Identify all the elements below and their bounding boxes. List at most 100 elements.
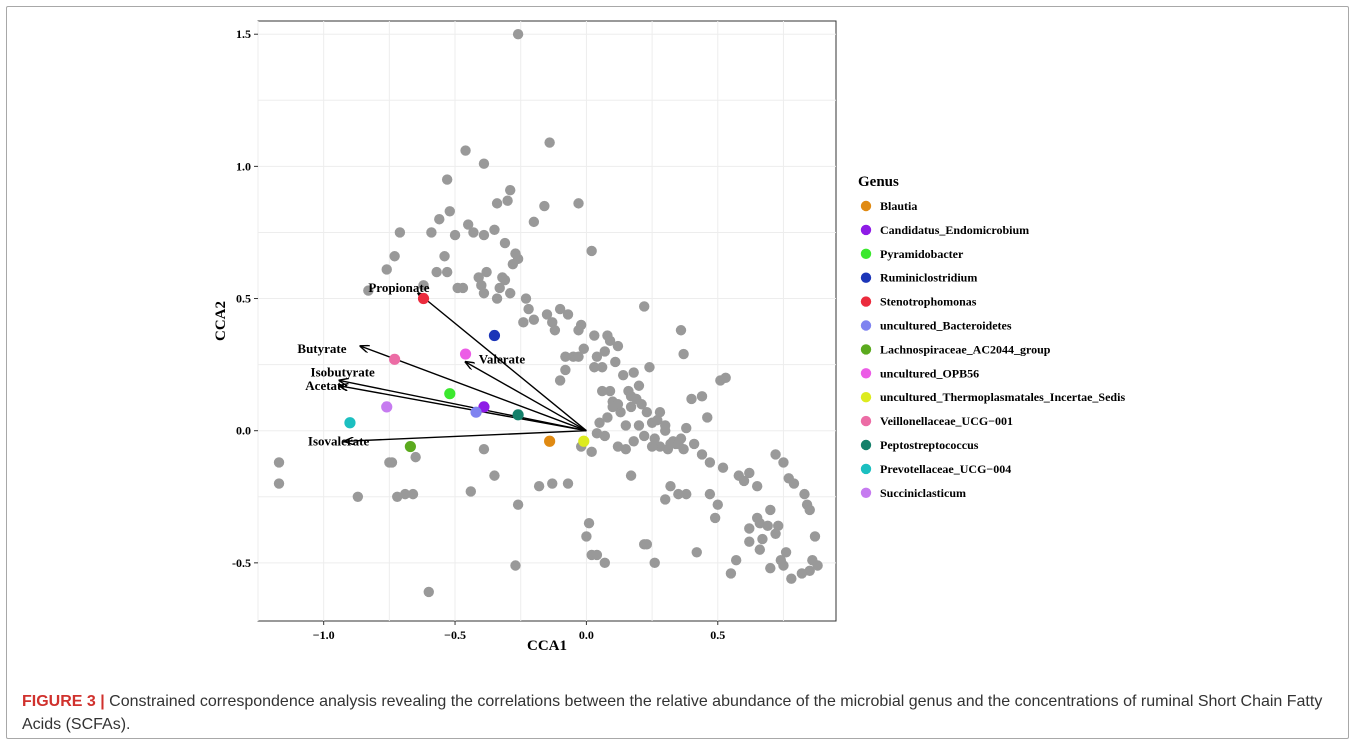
- sample-point: [696, 449, 708, 460]
- x-tick-label: −1.0: [313, 628, 335, 642]
- sample-point: [610, 356, 621, 368]
- sample-point: [473, 272, 484, 283]
- sample-point: [460, 145, 471, 156]
- genus-point: [578, 435, 590, 447]
- sample-point: [641, 406, 653, 418]
- sample-point: [560, 364, 571, 376]
- sample-point: [681, 488, 692, 500]
- vector-label: Isobutyrate: [311, 365, 376, 380]
- sample-point: [625, 470, 637, 481]
- sample-point: [384, 457, 395, 468]
- vector-label: Butyrate: [297, 341, 346, 356]
- sample-point: [786, 573, 797, 584]
- sample-point: [775, 555, 787, 566]
- sample-point: [654, 441, 666, 452]
- sample-point: [744, 467, 755, 479]
- legend-label: uncultured_OPB56: [880, 366, 979, 380]
- sample-point: [615, 406, 626, 418]
- background-points: [273, 29, 823, 598]
- sample-point: [633, 380, 645, 391]
- sample-point: [717, 462, 729, 473]
- legend-swatch: [860, 463, 872, 475]
- sample-point: [704, 457, 716, 468]
- sample-point: [773, 520, 784, 532]
- sample-point: [589, 330, 600, 341]
- sample-point: [612, 441, 624, 452]
- figure-caption: FIGURE 3 | Constrained correspondence an…: [22, 690, 1332, 736]
- sample-point: [441, 174, 453, 185]
- y-tick-label: 1.0: [236, 159, 251, 173]
- sample-point: [644, 362, 655, 373]
- y-axis-title: CCA2: [213, 301, 229, 341]
- sample-point: [273, 478, 285, 489]
- legend-swatch: [860, 487, 872, 498]
- sample-point: [730, 555, 742, 566]
- sample-point: [481, 266, 492, 278]
- sample-point: [688, 438, 700, 450]
- sample-point: [625, 401, 637, 413]
- sample-point: [512, 499, 524, 510]
- sample-point: [575, 319, 587, 331]
- sample-point: [744, 536, 755, 547]
- sample-point: [675, 325, 687, 336]
- sample-point: [578, 343, 589, 354]
- legend-label: uncultured_Bacteroidetes: [880, 319, 1012, 333]
- sample-point: [620, 420, 632, 431]
- cca-chart: −1.0 −0.5 0.0 0.5 -0.5 0.0 0.5 1.0 1.5 Propiona…: [213, 20, 1125, 654]
- sample-point: [628, 436, 639, 447]
- sample-point: [510, 248, 521, 259]
- legend-swatch: [860, 415, 872, 427]
- legend-swatch: [860, 344, 872, 355]
- sample-point: [441, 266, 453, 278]
- sample-point: [665, 438, 676, 450]
- sample-point: [599, 346, 610, 357]
- sample-point: [399, 488, 411, 500]
- sample-point: [799, 488, 810, 500]
- genus-point: [404, 440, 416, 453]
- sample-point: [770, 449, 781, 460]
- sample-point: [520, 293, 532, 304]
- sample-point: [381, 264, 392, 275]
- sample-point: [704, 488, 716, 500]
- legend-label: Pyramidobacter: [880, 247, 964, 261]
- sample-point: [744, 523, 755, 534]
- legend-swatch: [860, 368, 872, 379]
- legend-title: Genus: [858, 174, 899, 190]
- sample-point: [625, 391, 637, 402]
- sample-point: [620, 443, 632, 455]
- sample-point: [423, 586, 434, 598]
- sample-point: [449, 229, 461, 241]
- legend-swatch: [860, 272, 872, 283]
- sample-point: [407, 488, 419, 500]
- vector-label: Acetate: [305, 378, 347, 393]
- x-tick-label: 0.0: [579, 628, 594, 642]
- legend-label: uncultured_Thermoplasmatales_Incertae_Se…: [880, 390, 1125, 404]
- legend-label: Blautia: [880, 199, 917, 213]
- x-axis-title: CCA1: [527, 638, 567, 654]
- sample-point: [547, 478, 558, 489]
- sample-point: [607, 401, 618, 413]
- sample-point: [489, 224, 500, 236]
- figure-frame: [6, 6, 1349, 739]
- sample-point: [583, 518, 595, 529]
- sample-point: [617, 369, 629, 381]
- sample-point: [544, 137, 555, 148]
- sample-point: [691, 547, 702, 558]
- sample-point: [780, 547, 792, 558]
- sample-point: [426, 227, 437, 238]
- legend-label: Prevotellaceae_UCG−004: [880, 462, 1011, 476]
- caption-label: FIGURE 3 |: [22, 693, 105, 710]
- sample-point: [765, 504, 776, 516]
- vector-arrow: [466, 362, 587, 432]
- sample-point: [392, 491, 403, 502]
- sample-point: [681, 422, 692, 434]
- sample-point: [639, 430, 650, 442]
- legend-label: Stenotrophomonas: [880, 295, 977, 309]
- sample-point: [754, 544, 766, 555]
- sample-point: [636, 399, 647, 410]
- sample-point: [562, 309, 574, 320]
- sample-point: [468, 227, 479, 238]
- sample-point: [462, 219, 474, 230]
- sample-point: [523, 303, 534, 315]
- sample-point: [652, 414, 663, 426]
